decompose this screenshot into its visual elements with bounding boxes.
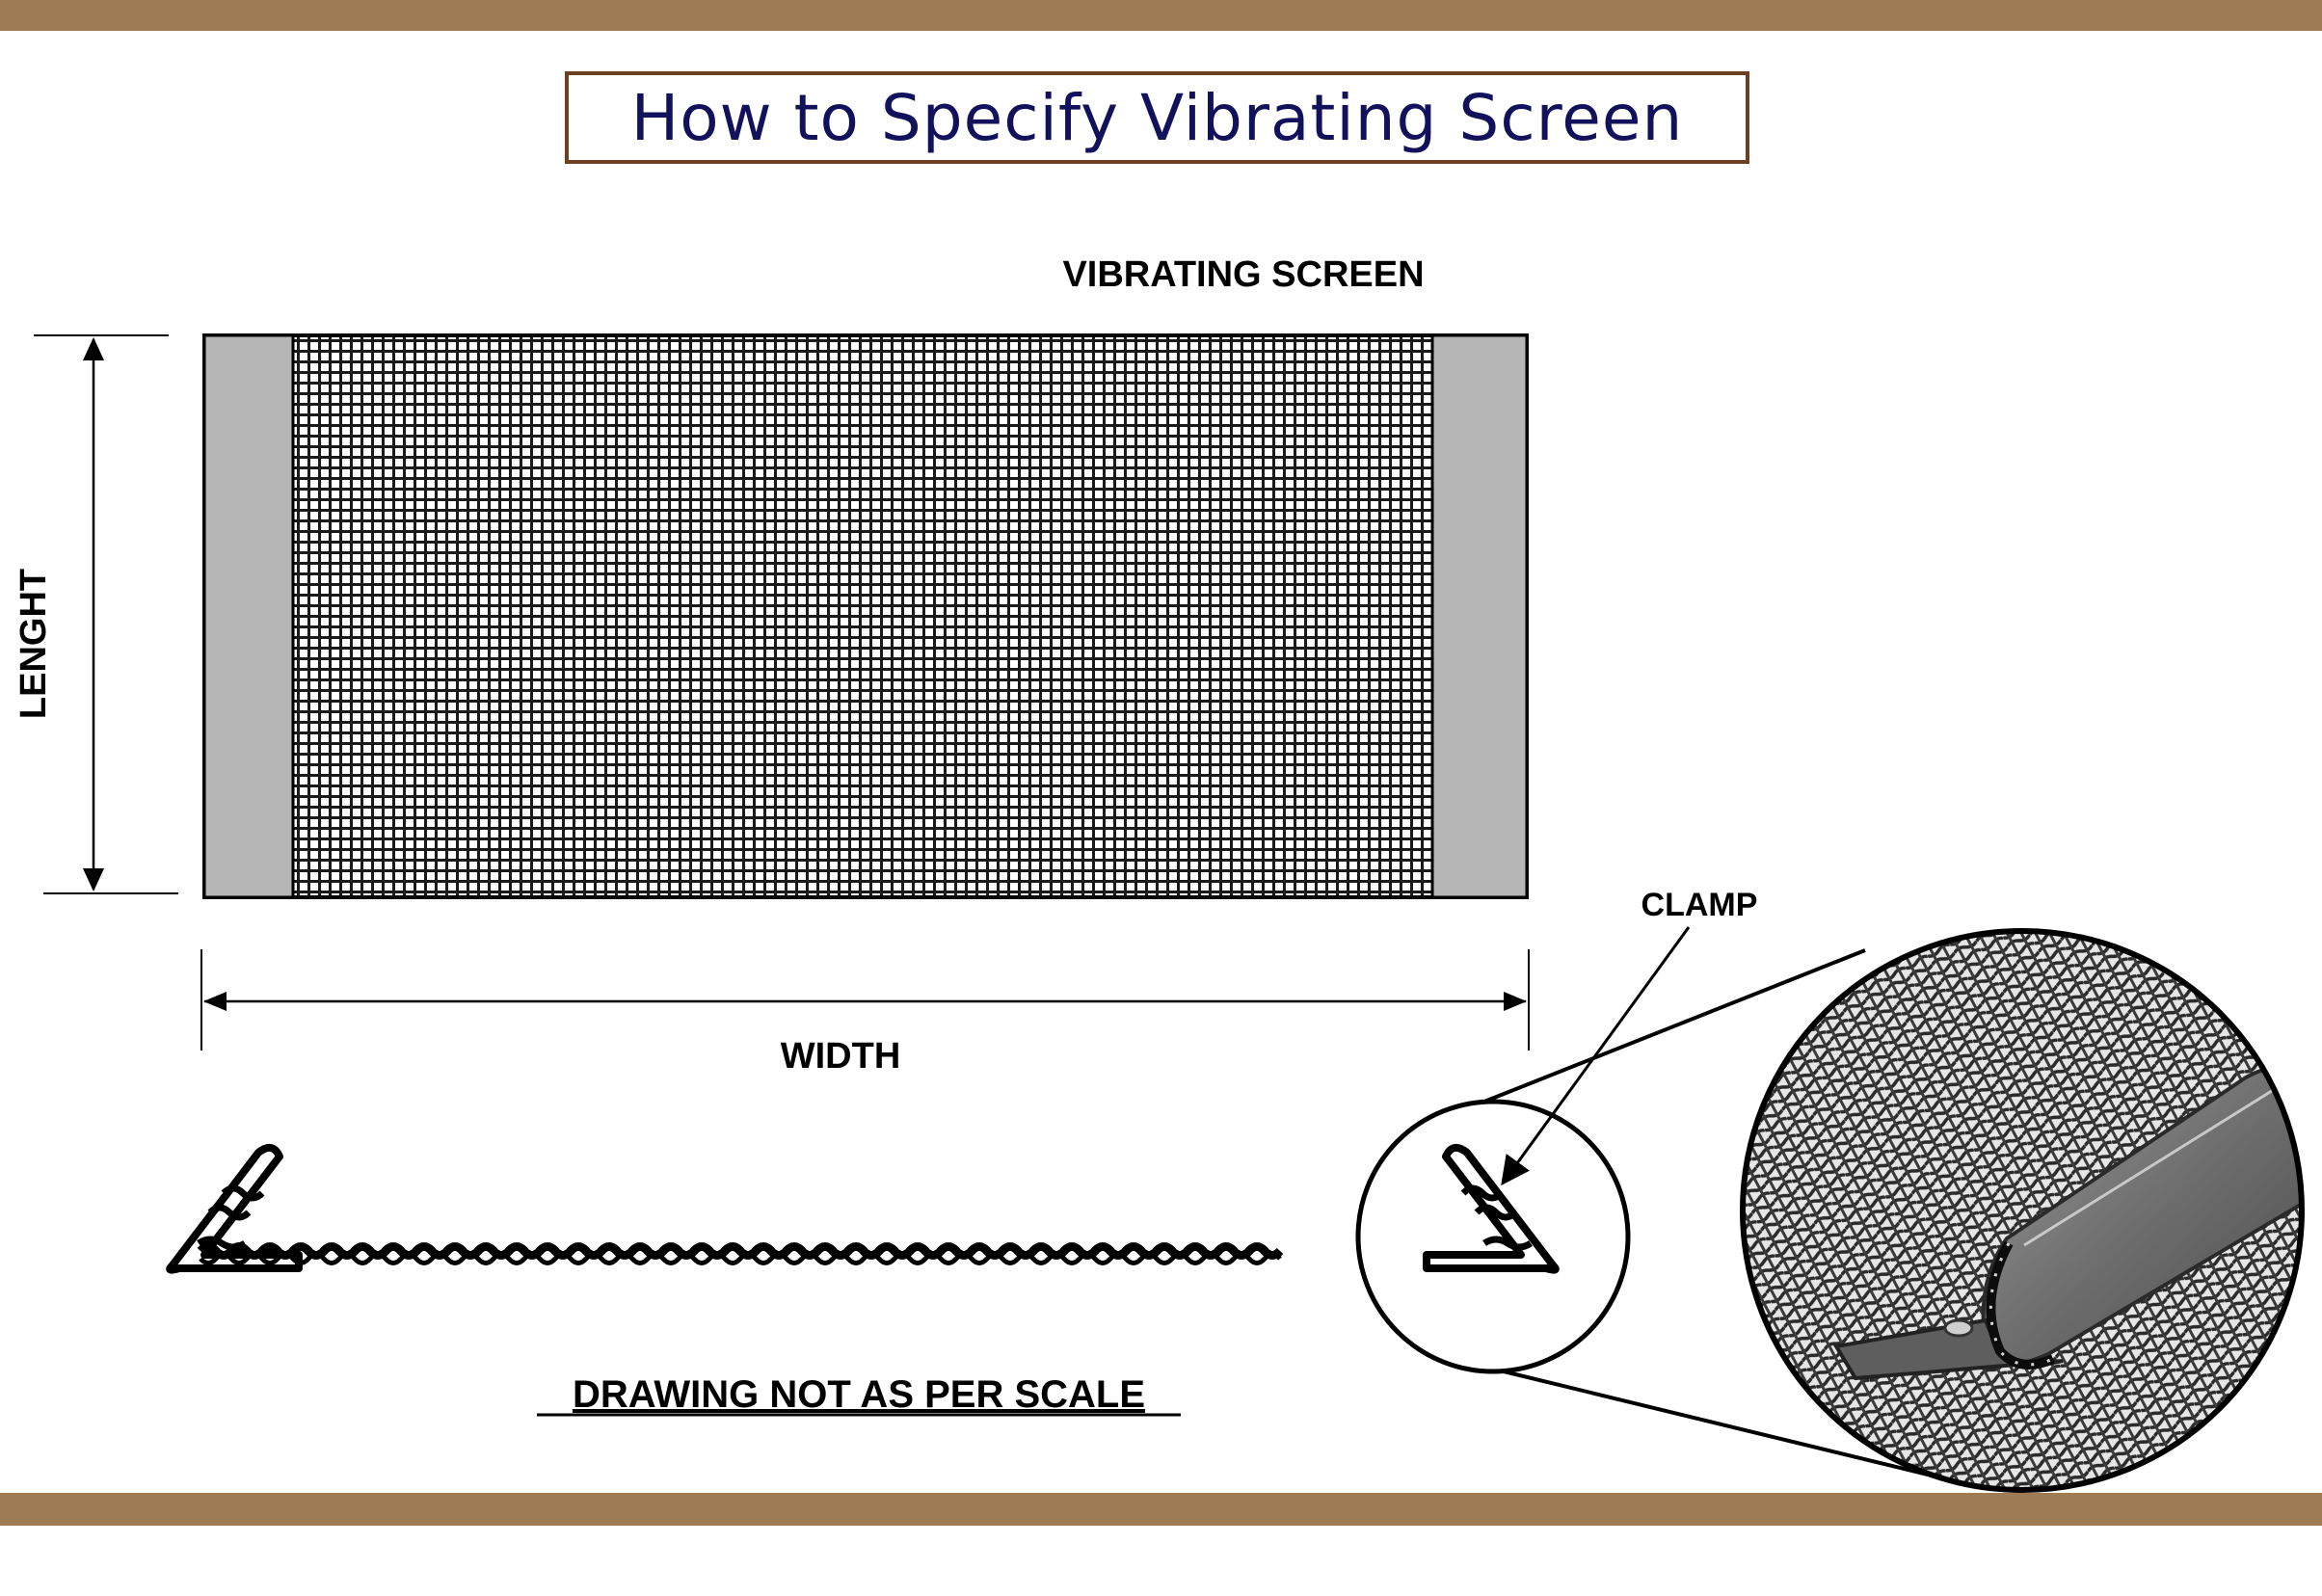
- clamp-pointer-arrow: [1501, 926, 1691, 1186]
- length-dimension: LENGHT: [13, 334, 178, 894]
- clamp-hook-icon: [1423, 1143, 1560, 1274]
- clamp-detail: [1740, 928, 2305, 1493]
- arrow-icon: [1504, 992, 1527, 1011]
- arrow-icon: [203, 992, 227, 1011]
- detail-circle-outline: [1740, 928, 2305, 1493]
- top-band: [0, 0, 2322, 31]
- width-dimension: WIDTH: [200, 949, 1530, 1077]
- arrow-icon: [83, 337, 104, 360]
- zoom-line-top: [1483, 948, 1866, 1104]
- arrow-icon: [83, 868, 104, 891]
- screen-panel: [202, 333, 1529, 899]
- right-side-strip: [1430, 333, 1529, 899]
- bottom-band: [0, 1493, 2322, 1526]
- width-label: WIDTH: [781, 1036, 901, 1077]
- scale-note: DRAWING NOT AS PER SCALE: [573, 1373, 1145, 1416]
- length-label: LENGHT: [13, 569, 54, 719]
- clamp-label: CLAMP: [1641, 887, 1758, 923]
- mesh-icon: [202, 333, 1529, 899]
- vibrating-screen-label: VIBRATING SCREEN: [1062, 254, 1424, 295]
- page-title: How to Specify Vibrating Screen: [630, 80, 1684, 155]
- zoom-line-bottom: [1503, 1370, 1929, 1476]
- left-side-strip: [202, 333, 295, 899]
- title-box: How to Specify Vibrating Screen: [565, 71, 1749, 164]
- magnifier-circle-icon: [1355, 1099, 1631, 1374]
- side-profile: [166, 1143, 1560, 1274]
